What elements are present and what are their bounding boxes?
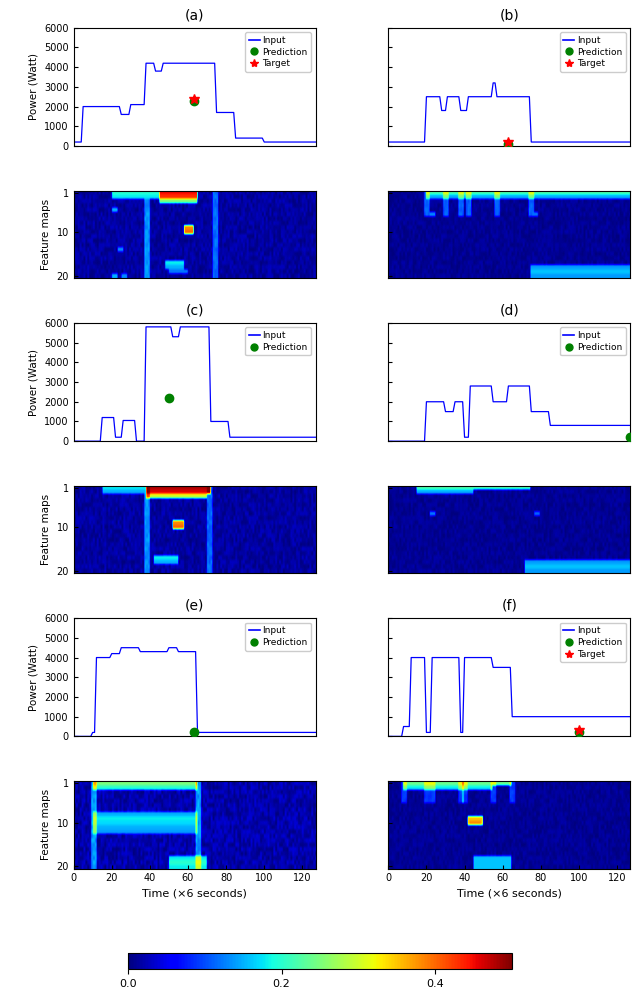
Title: (f): (f)	[501, 599, 517, 612]
Title: (a): (a)	[185, 8, 204, 23]
Y-axis label: Power (Watt): Power (Watt)	[29, 349, 38, 415]
Y-axis label: Feature maps: Feature maps	[41, 789, 51, 860]
Title: (b): (b)	[499, 8, 519, 23]
Legend: Input, Prediction: Input, Prediction	[245, 327, 311, 356]
Title: (e): (e)	[185, 599, 204, 612]
Legend: Input, Prediction, Target: Input, Prediction, Target	[245, 33, 311, 72]
Legend: Input, Prediction: Input, Prediction	[560, 327, 626, 356]
X-axis label: Time (×6 seconds): Time (×6 seconds)	[457, 889, 562, 899]
Title: (c): (c)	[186, 303, 204, 317]
Y-axis label: Feature maps: Feature maps	[41, 199, 51, 270]
X-axis label: Time (×6 seconds): Time (×6 seconds)	[142, 889, 247, 899]
Y-axis label: Power (Watt): Power (Watt)	[29, 644, 38, 711]
Y-axis label: Power (Watt): Power (Watt)	[29, 54, 38, 120]
Legend: Input, Prediction, Target: Input, Prediction, Target	[560, 33, 626, 72]
Y-axis label: Feature maps: Feature maps	[41, 495, 51, 565]
Legend: Input, Prediction: Input, Prediction	[245, 622, 311, 650]
Legend: Input, Prediction, Target: Input, Prediction, Target	[560, 622, 626, 662]
Title: (d): (d)	[499, 303, 519, 317]
